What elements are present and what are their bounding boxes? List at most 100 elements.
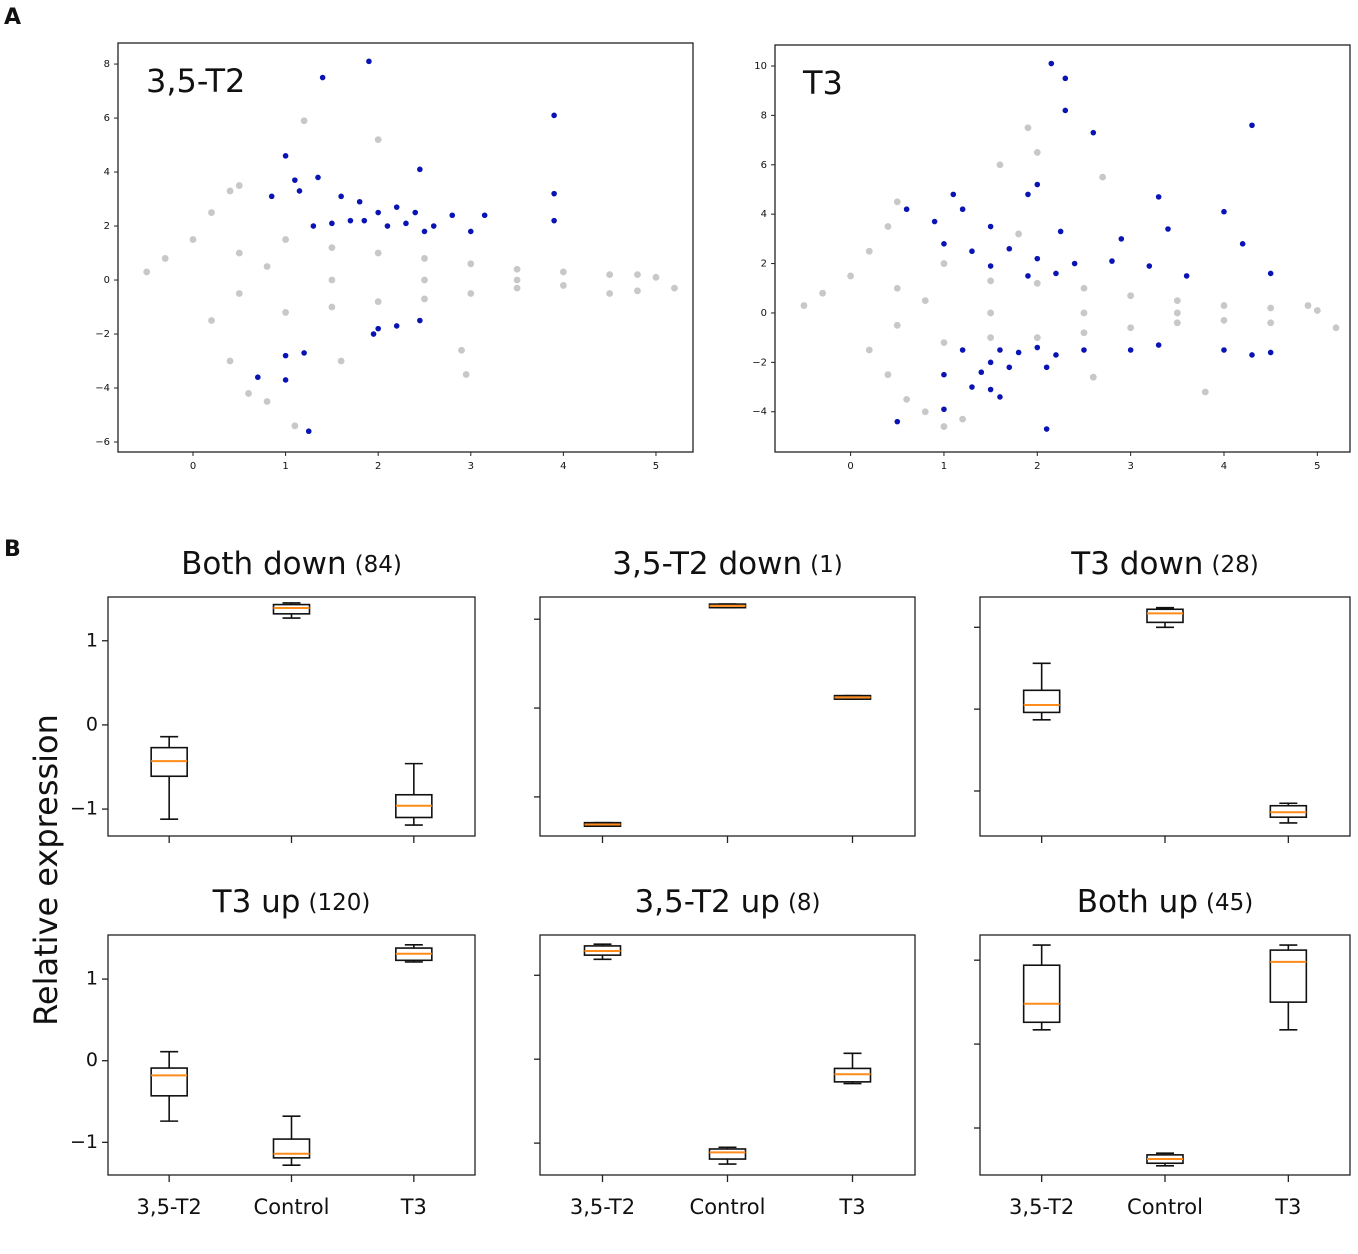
- point: [189, 236, 197, 243]
- point: [462, 371, 470, 378]
- point: [282, 236, 289, 243]
- x-tick-label: 4: [1221, 461, 1227, 472]
- plot-title: Both down (84): [181, 546, 402, 582]
- point: [997, 394, 1003, 400]
- point: [865, 346, 873, 354]
- panel-label: B: [4, 537, 21, 562]
- point: [282, 377, 289, 383]
- plot-frame: [117, 42, 694, 453]
- y-tick-label: 10: [754, 61, 767, 72]
- box: [272, 1138, 311, 1159]
- x-tick-label: Control: [1127, 1195, 1203, 1219]
- x-tick-label: 0: [190, 461, 196, 472]
- point: [1313, 307, 1321, 314]
- plot-label: 3,5-T2: [146, 62, 245, 100]
- point: [1025, 273, 1031, 279]
- point: [263, 398, 271, 405]
- point: [893, 198, 901, 206]
- point: [884, 223, 892, 230]
- point: [1221, 208, 1227, 215]
- x-tick-label: 2: [1034, 461, 1040, 472]
- point: [1183, 273, 1190, 279]
- plot-title: T3 up (120): [212, 884, 371, 920]
- point: [347, 217, 354, 224]
- point: [1221, 347, 1227, 353]
- y-tick-label: 0: [761, 308, 767, 319]
- point: [940, 423, 948, 430]
- point: [969, 248, 975, 255]
- point: [412, 209, 419, 216]
- point: [1006, 245, 1013, 252]
- point: [467, 290, 475, 297]
- point: [143, 268, 151, 276]
- point: [1089, 373, 1097, 381]
- point: [1053, 352, 1059, 358]
- x-tick-label: 1: [941, 461, 947, 472]
- point: [338, 193, 344, 200]
- point: [268, 193, 275, 200]
- x-tick-label: 3,5-T2: [570, 1195, 635, 1219]
- point: [634, 287, 641, 295]
- point: [551, 190, 557, 197]
- point: [987, 309, 995, 317]
- point: [235, 182, 243, 189]
- y-tick-label: 8: [761, 110, 767, 121]
- point: [226, 357, 234, 365]
- title-text: T3 up: [212, 884, 301, 920]
- point: [356, 198, 363, 205]
- point: [328, 244, 336, 252]
- x-tick-label: T3: [1274, 1195, 1301, 1219]
- title-count: (8): [788, 890, 821, 916]
- point: [1033, 334, 1041, 342]
- point: [894, 418, 901, 425]
- point: [513, 276, 521, 284]
- point: [374, 298, 382, 306]
- point: [671, 284, 678, 292]
- point: [235, 290, 243, 297]
- point: [1155, 342, 1162, 348]
- point: [1304, 302, 1312, 309]
- point: [893, 321, 901, 329]
- point: [235, 249, 243, 257]
- point: [903, 206, 910, 213]
- point: [1025, 191, 1031, 198]
- point: [513, 265, 521, 273]
- point: [467, 260, 475, 268]
- point: [1024, 124, 1032, 132]
- point: [417, 317, 423, 324]
- x-tick-label: Control: [690, 1195, 766, 1219]
- title-count: (120): [308, 890, 370, 916]
- point: [421, 295, 428, 303]
- point: [1220, 302, 1228, 309]
- point: [467, 228, 474, 235]
- point: [161, 255, 169, 262]
- point: [1071, 260, 1078, 267]
- point: [1015, 349, 1022, 356]
- point: [208, 317, 215, 324]
- x-tick-label: 2: [375, 461, 381, 472]
- point: [1048, 60, 1055, 67]
- point: [551, 112, 557, 119]
- y-tick-label: 6: [104, 113, 110, 124]
- point: [421, 255, 428, 262]
- point: [865, 247, 873, 255]
- point: [921, 408, 929, 416]
- x-tick-label: 3: [468, 461, 474, 472]
- y-tick-label: −1: [70, 798, 98, 820]
- x-tick-label: 4: [560, 461, 566, 472]
- point: [1043, 364, 1050, 371]
- point: [1127, 292, 1135, 300]
- y-tick-label: 0: [86, 1049, 98, 1071]
- point: [375, 209, 381, 216]
- point: [263, 263, 271, 270]
- point: [337, 357, 345, 365]
- y-tick-label: 8: [104, 59, 110, 70]
- y-tick-label: −4: [752, 407, 767, 418]
- plot-frame: [539, 934, 916, 1176]
- point: [1081, 347, 1087, 353]
- point: [1127, 324, 1135, 332]
- point: [1033, 149, 1041, 156]
- box: [150, 1067, 188, 1097]
- point: [292, 177, 298, 183]
